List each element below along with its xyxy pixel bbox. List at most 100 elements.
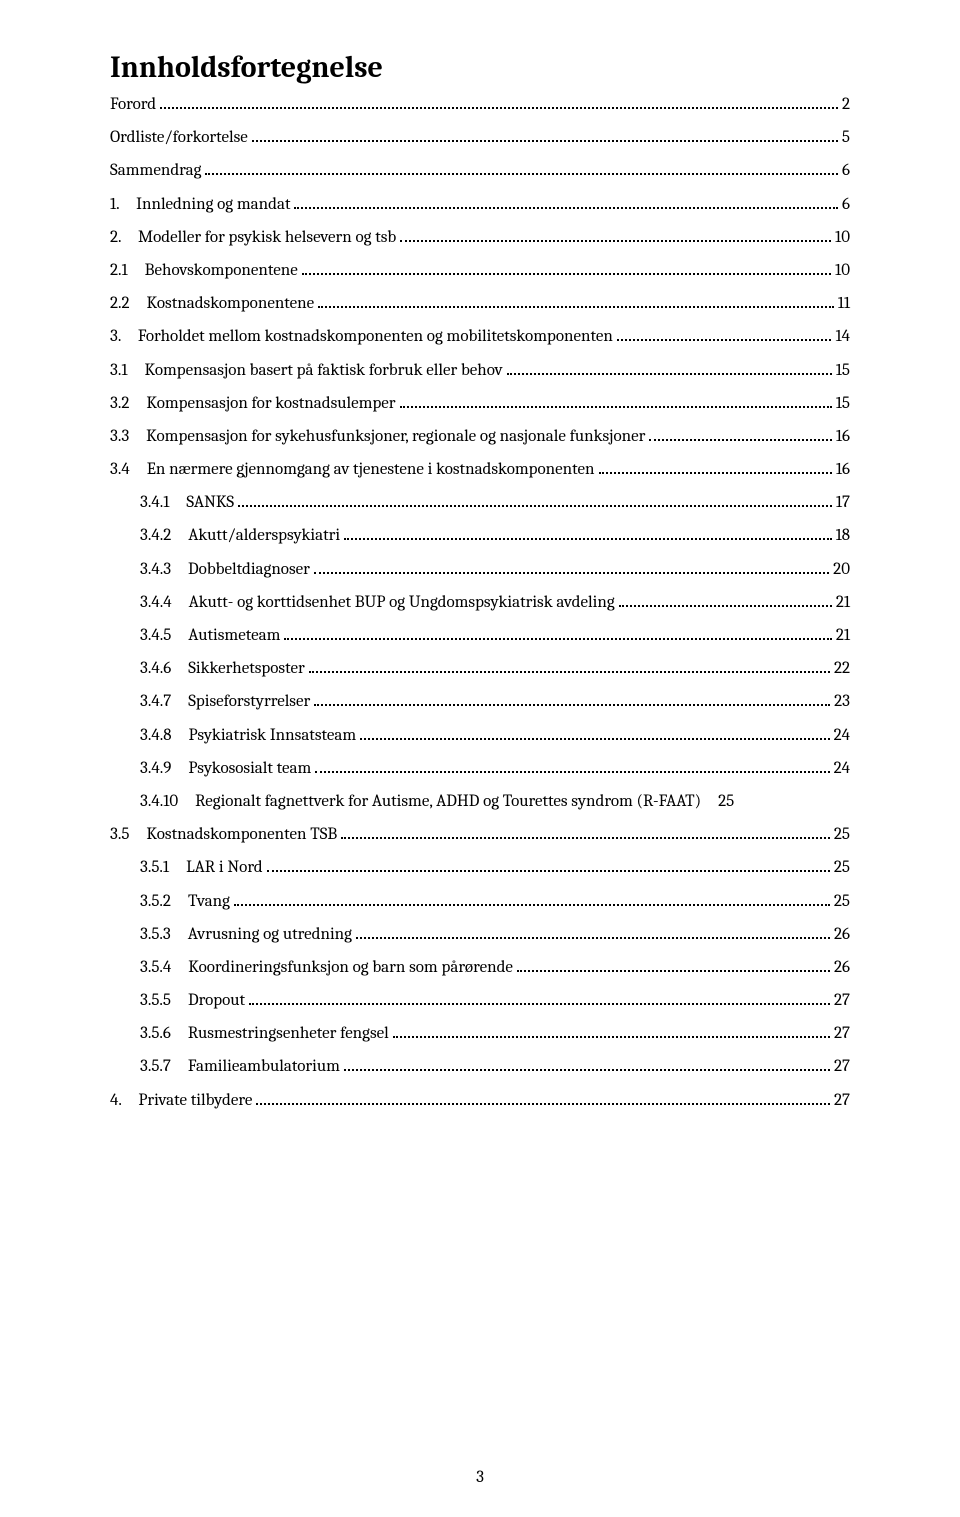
toc-row[interactable]: 1. Innledning og mandat6: [110, 191, 850, 218]
toc-label: 3.4.4 Akutt- og korttidsenhet BUP og Ung…: [140, 589, 615, 616]
toc-label: Ordliste/forkortelse: [110, 124, 248, 151]
toc-row[interactable]: 3.4.2 Akutt/alderspsykiatri 18: [110, 522, 850, 549]
toc-page-number: 24: [834, 722, 850, 749]
toc-leader: [507, 357, 832, 374]
toc-row[interactable]: 3.4.1 SANKS 17: [110, 489, 850, 516]
toc-row[interactable]: 3.5.3 Avrusning og utredning26: [110, 921, 850, 948]
toc-leader: [309, 656, 830, 673]
toc-label: 3.4.7 Spiseforstyrrelser: [140, 688, 310, 715]
toc-page-number: 17: [836, 489, 850, 516]
toc-leader: [238, 490, 832, 507]
toc-leader: [344, 523, 832, 540]
page-title: Innholdsfortegnelse: [110, 50, 850, 85]
toc-leader: [284, 623, 831, 640]
toc-label: 3.4.1 SANKS: [140, 489, 234, 516]
toc-row[interactable]: 3.4.9 Psykososialt team 24: [110, 755, 850, 782]
toc-leader: [256, 1087, 830, 1104]
toc-page-number: 27: [834, 1020, 850, 1047]
toc-leader: [234, 888, 830, 905]
toc-list: Forord2 Ordliste/forkortelse5 Sammendrag 6 1…: [110, 91, 850, 1114]
toc-label: 3.5.4 Koordineringsfunksjon og barn som …: [140, 954, 513, 981]
toc-leader: [160, 92, 838, 109]
toc-row[interactable]: 3.4.6 Sikkerhetsposter22: [110, 655, 850, 682]
toc-row[interactable]: 3.4.5 Autismeteam21: [110, 622, 850, 649]
toc-page: Innholdsfortegnelse Forord2 Ordliste/fork…: [0, 0, 960, 1517]
toc-leader: [393, 1021, 830, 1038]
toc-label: 3.3 Kompensasjon for sykehusfunksjoner, …: [110, 423, 645, 450]
toc-row[interactable]: 3.1 Kompensasjon basert på faktisk forbr…: [110, 357, 850, 384]
toc-page-number: 18: [836, 522, 850, 549]
toc-row[interactable]: Forord2: [110, 91, 850, 118]
toc-label: 3.4.6 Sikkerhetsposter: [140, 655, 305, 682]
toc-leader: [599, 457, 832, 474]
toc-leader: [315, 755, 829, 772]
toc-label: 3.1 Kompensasjon basert på faktisk forbr…: [110, 357, 503, 384]
toc-row[interactable]: 3.4.7 Spiseforstyrrelser 23: [110, 688, 850, 715]
toc-row[interactable]: 3.2 Kompensasjon for kostnadsulemper15: [110, 390, 850, 417]
toc-page-number: 21: [836, 589, 850, 616]
toc-page-number: 20: [833, 556, 850, 583]
toc-row[interactable]: 3.4.10 Regionalt fagnettverk for Autisme…: [110, 788, 850, 815]
toc-row[interactable]: 3.5.6 Rusmestringsenheter fengsel27: [110, 1020, 850, 1047]
toc-leader: [302, 258, 831, 275]
toc-label: Forord: [110, 91, 156, 118]
toc-row[interactable]: 2. Modeller for psykisk helsevern og tsb…: [110, 224, 850, 251]
toc-row[interactable]: 3.5.2 Tvang 25: [110, 888, 850, 915]
toc-label: 3.4.5 Autismeteam: [140, 622, 280, 649]
toc-row[interactable]: 3.5 Kostnadskomponenten TSB25: [110, 821, 850, 848]
toc-label: Sammendrag: [110, 157, 201, 184]
toc-row[interactable]: 3.4.3 Dobbeltdiagnoser 20: [110, 556, 850, 583]
toc-label: 3.2 Kompensasjon for kostnadsulemper: [110, 390, 396, 417]
toc-label: 3.5.2 Tvang: [140, 888, 230, 915]
toc-leader: [252, 125, 838, 142]
toc-label: 3.4.10 Regionalt fagnettverk for Autisme…: [140, 788, 734, 815]
toc-label: 3.4.9 Psykososialt team: [140, 755, 311, 782]
toc-row[interactable]: 3.5.7 Familieambulatorium 27: [110, 1053, 850, 1080]
toc-label: 3.5 Kostnadskomponenten TSB: [110, 821, 337, 848]
toc-page-number: 16: [836, 456, 850, 483]
toc-page-number: 10: [835, 224, 850, 251]
toc-leader: [318, 291, 834, 308]
toc-row[interactable]: 3.4 En nærmere gjennomgang av tjenestene…: [110, 456, 850, 483]
toc-leader: [619, 590, 832, 607]
toc-row[interactable]: 3.3 Kompensasjon for sykehusfunksjoner, …: [110, 423, 850, 450]
toc-page-number: 15: [836, 357, 850, 384]
toc-leader: [400, 224, 831, 241]
toc-page-number: 14: [835, 323, 850, 350]
toc-label: 4. Private tilbydere: [110, 1087, 252, 1114]
toc-page-number: 26: [834, 921, 850, 948]
toc-label: 3.4.3 Dobbeltdiagnoser: [140, 556, 310, 583]
toc-leader: [314, 689, 830, 706]
toc-leader: [314, 556, 829, 573]
toc-row[interactable]: 2.2 Kostnadskomponentene11: [110, 290, 850, 317]
toc-label: 2. Modeller for psykisk helsevern og tsb: [110, 224, 396, 251]
toc-label: 3.5.7 Familieambulatorium: [140, 1053, 340, 1080]
toc-row[interactable]: 2.1 Behovskomponentene10: [110, 257, 850, 284]
toc-label: 3.4.2 Akutt/alderspsykiatri: [140, 522, 340, 549]
toc-leader: [356, 921, 830, 938]
toc-page-number: 23: [834, 688, 850, 715]
toc-page-number: 24: [834, 755, 850, 782]
toc-row[interactable]: 3. Forholdet mellom kostnadskomponenten …: [110, 323, 850, 350]
toc-label: 1. Innledning og mandat: [110, 191, 290, 218]
toc-row[interactable]: 3.5.5 Dropout27: [110, 987, 850, 1014]
toc-row[interactable]: 3.4.8 Psykiatrisk Innsatsteam 24: [110, 722, 850, 749]
toc-row[interactable]: 3.4.4 Akutt- og korttidsenhet BUP og Ung…: [110, 589, 850, 616]
page-number: 3: [0, 1468, 960, 1487]
toc-row[interactable]: 3.5.4 Koordineringsfunksjon og barn som …: [110, 954, 850, 981]
toc-label: 3. Forholdet mellom kostnadskomponenten …: [110, 323, 613, 350]
toc-row[interactable]: 4. Private tilbydere27: [110, 1087, 850, 1114]
toc-leader: [205, 158, 838, 175]
toc-row[interactable]: Ordliste/forkortelse5: [110, 124, 850, 151]
toc-label: 3.4.8 Psykiatrisk Innsatsteam: [140, 722, 356, 749]
toc-page-number: 27: [834, 1053, 850, 1080]
toc-page-number: 25: [834, 854, 850, 881]
toc-page-number: 25: [834, 888, 850, 915]
toc-leader: [249, 988, 830, 1005]
toc-row[interactable]: 3.5.1 LAR i Nord25: [110, 854, 850, 881]
toc-page-number: 6: [842, 157, 850, 184]
toc-leader: [360, 722, 829, 739]
toc-leader: [617, 324, 832, 341]
toc-row[interactable]: Sammendrag 6: [110, 157, 850, 184]
toc-page-number: 26: [834, 954, 850, 981]
